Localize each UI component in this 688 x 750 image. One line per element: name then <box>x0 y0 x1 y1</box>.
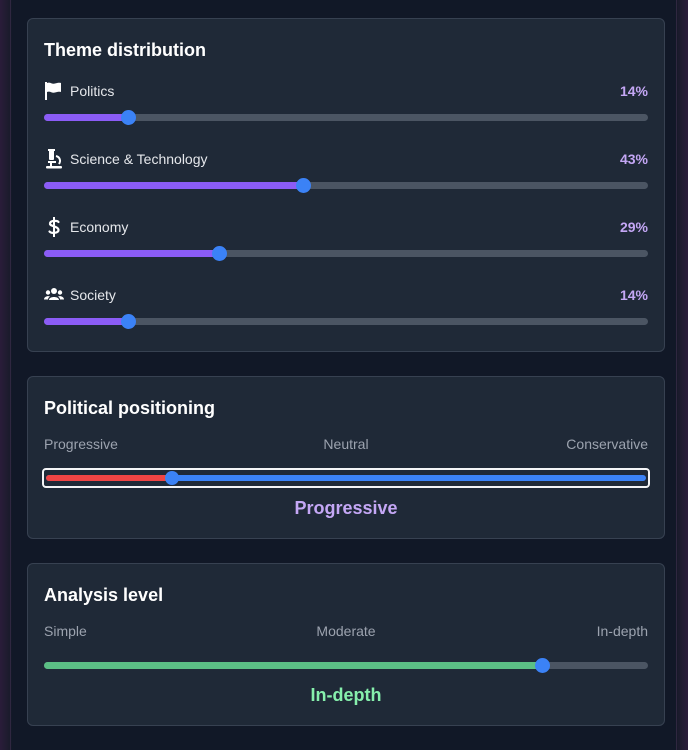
theme-row-economy: Economy 29% <box>44 216 648 266</box>
political-result: Progressive <box>294 498 398 518</box>
political-positioning-title: Political positioning <box>44 398 215 418</box>
scale-label-simple: Simple <box>44 623 87 639</box>
theme-percent: 29% <box>619 219 648 235</box>
theme-slider[interactable] <box>44 246 648 261</box>
dollar-icon <box>44 217 64 237</box>
theme-slider-thumb[interactable] <box>211 246 227 261</box>
theme-percent: 14% <box>619 83 648 99</box>
analysis-level-title: Analysis level <box>44 585 164 605</box>
theme-row-header: Science & Technology 43% <box>44 148 648 170</box>
scale-label-neutral: Neutral <box>323 436 369 452</box>
analysis-scale-labels: Simple Moderate In-depth <box>44 623 648 641</box>
theme-percent: 43% <box>619 151 648 167</box>
theme-slider-thumb[interactable] <box>296 178 312 193</box>
scale-label-in-depth: In-depth <box>596 623 648 639</box>
political-slider-thumb[interactable] <box>165 471 179 485</box>
analysis-slider[interactable] <box>44 658 648 673</box>
theme-row-science-technology: Science & Technology 43% <box>44 148 648 198</box>
theme-slider-fill <box>44 318 129 325</box>
analysis-slider-thumb[interactable] <box>534 658 550 673</box>
theme-distribution-title: Theme distribution <box>44 40 206 60</box>
theme-slider-fill <box>44 250 220 257</box>
theme-distribution-card: Theme distribution Politics 14% <box>27 18 665 352</box>
theme-label: Politics <box>70 83 115 99</box>
theme-slider[interactable] <box>44 110 648 125</box>
political-slider-focus-ring <box>42 468 650 488</box>
theme-slider-thumb[interactable] <box>121 110 137 125</box>
theme-slider[interactable] <box>44 314 648 329</box>
political-scale-labels: Progressive Neutral Conservative <box>44 436 648 454</box>
theme-label: Science & Technology <box>70 151 208 167</box>
theme-row-society: Society 14% <box>44 284 648 334</box>
theme-label: Society <box>70 287 116 303</box>
political-positioning-card: Political positioning Progressive Neutra… <box>27 376 665 539</box>
theme-slider-thumb[interactable] <box>121 314 137 329</box>
scale-label-moderate: Moderate <box>316 623 376 639</box>
frame-edge-left <box>10 0 11 750</box>
users-icon <box>44 285 64 305</box>
theme-row-header: Politics 14% <box>44 80 648 102</box>
scale-label-conservative: Conservative <box>566 436 648 452</box>
flag-icon <box>44 81 64 101</box>
theme-label: Economy <box>70 219 129 235</box>
theme-row-header: Economy 29% <box>44 216 648 238</box>
theme-slider-fill <box>44 182 304 189</box>
theme-row-politics: Politics 14% <box>44 80 648 130</box>
theme-slider[interactable] <box>44 178 648 193</box>
theme-slider-fill <box>44 114 129 121</box>
theme-percent: 14% <box>619 287 648 303</box>
political-slider[interactable] <box>46 471 646 485</box>
political-slider-fill <box>46 475 172 481</box>
scale-label-progressive: Progressive <box>44 436 118 452</box>
analysis-level-card: Analysis level Simple Moderate In-depth … <box>27 563 665 726</box>
analysis-result: In-depth <box>310 685 382 705</box>
microscope-icon <box>44 149 64 169</box>
frame-edge-right <box>676 0 677 750</box>
analysis-slider-fill <box>44 662 543 669</box>
theme-row-header: Society 14% <box>44 284 648 306</box>
